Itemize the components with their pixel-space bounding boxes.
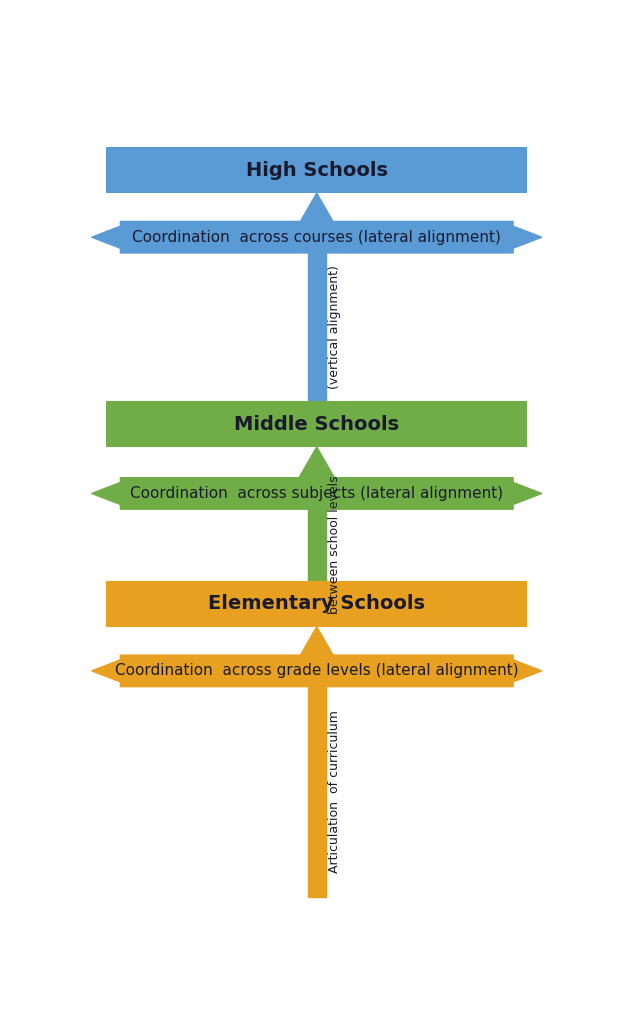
Polygon shape [300, 627, 334, 656]
Text: Coordination  across grade levels (lateral alignment): Coordination across grade levels (latera… [115, 664, 519, 678]
FancyBboxPatch shape [106, 147, 528, 194]
FancyBboxPatch shape [106, 401, 528, 446]
Polygon shape [91, 221, 542, 253]
Text: Middle Schools: Middle Schools [234, 415, 399, 433]
Polygon shape [308, 253, 326, 401]
Polygon shape [91, 477, 542, 509]
Polygon shape [91, 655, 542, 687]
Polygon shape [300, 194, 334, 223]
Polygon shape [300, 446, 334, 477]
Polygon shape [308, 687, 326, 897]
Text: Coordination  across subjects (lateral alignment): Coordination across subjects (lateral al… [130, 486, 503, 501]
Polygon shape [308, 509, 326, 581]
Text: between school levels: between school levels [328, 476, 341, 614]
Text: (vertical alignment): (vertical alignment) [328, 265, 341, 389]
Text: Coordination  across courses (lateral alignment): Coordination across courses (lateral ali… [132, 229, 501, 245]
FancyBboxPatch shape [106, 581, 528, 627]
Text: Elementary Schools: Elementary Schools [208, 594, 425, 613]
Text: Articulation  of curriculum: Articulation of curriculum [328, 711, 341, 873]
Text: High Schools: High Schools [246, 161, 387, 179]
